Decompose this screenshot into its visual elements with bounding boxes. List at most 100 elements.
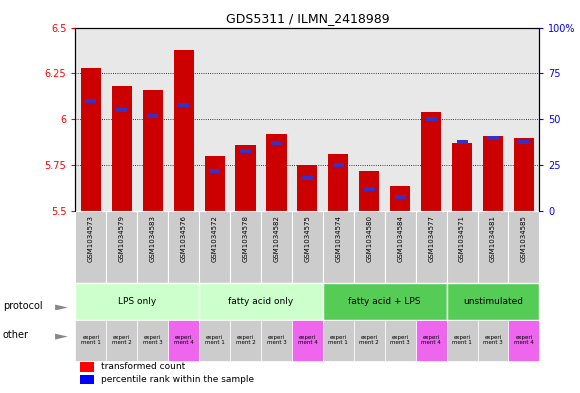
Text: GSM1034575: GSM1034575 [304,215,310,262]
Text: GSM1034571: GSM1034571 [459,215,465,262]
Bar [199,320,230,361]
Bar [80,375,94,384]
Text: experi
ment 3: experi ment 3 [143,335,162,345]
Text: experi
ment 4: experi ment 4 [514,335,534,345]
Bar [199,283,323,320]
Text: GSM1034584: GSM1034584 [397,215,403,262]
Bar [452,143,472,211]
Text: experi
ment 2: experi ment 2 [360,335,379,345]
Bar [137,320,168,361]
Text: other: other [3,330,29,340]
Bar [75,283,199,320]
Text: GSM1034573: GSM1034573 [88,215,94,262]
Polygon shape [55,305,68,310]
Bar [292,211,323,283]
Bar [519,140,530,143]
Bar [173,50,194,211]
Text: fatty acid + LPS: fatty acid + LPS [349,297,421,306]
Bar [209,169,220,173]
Bar [75,320,106,361]
Text: percentile rank within the sample: percentile rank within the sample [101,375,254,384]
Text: GSM1034579: GSM1034579 [119,215,125,262]
Bar [483,136,503,211]
Bar [292,320,323,361]
Bar [364,187,375,191]
Bar [509,320,539,361]
Text: experi
ment 3: experi ment 3 [267,335,287,345]
Text: experi
ment 2: experi ment 2 [112,335,132,345]
Bar [230,320,261,361]
Text: transformed count: transformed count [101,362,185,371]
Bar [416,211,447,283]
Polygon shape [55,334,68,340]
Bar [323,211,354,283]
Text: GSM1034574: GSM1034574 [335,215,342,262]
Text: GSM1034581: GSM1034581 [490,215,496,262]
Bar [240,149,251,153]
Text: protocol: protocol [3,301,42,311]
Text: GSM1034577: GSM1034577 [428,215,434,262]
Text: experi
ment 4: experi ment 4 [174,335,194,345]
Text: GSM1034583: GSM1034583 [150,215,156,262]
Text: unstimulated: unstimulated [463,297,523,306]
Bar [266,134,287,211]
Bar [354,320,385,361]
Bar [426,118,437,121]
Text: experi
ment 3: experi ment 3 [483,335,503,345]
Text: experi
ment 4: experi ment 4 [421,335,441,345]
Text: GSM1034576: GSM1034576 [180,215,187,262]
Bar [385,211,416,283]
Bar [261,320,292,361]
Text: GSM1034585: GSM1034585 [521,215,527,262]
Text: experi
ment 2: experi ment 2 [235,335,255,345]
Text: fatty acid only: fatty acid only [229,297,293,306]
Bar [199,211,230,283]
Bar [106,320,137,361]
Text: experi
ment 1: experi ment 1 [205,335,224,345]
Bar [447,320,477,361]
Text: experi
ment 1: experi ment 1 [452,335,472,345]
Bar [116,108,128,112]
Text: experi
ment 3: experi ment 3 [390,335,410,345]
Bar [235,145,256,211]
Text: GSM1034580: GSM1034580 [366,215,372,262]
Bar [85,99,96,103]
Text: GSM1034578: GSM1034578 [242,215,249,262]
Bar [168,320,199,361]
Bar [487,136,499,140]
Text: experi
ment 1: experi ment 1 [328,335,348,345]
Bar [205,156,224,211]
Bar [323,320,354,361]
Bar [112,86,132,211]
Bar [143,90,163,211]
Title: GDS5311 / ILMN_2418989: GDS5311 / ILMN_2418989 [226,12,389,25]
Bar [447,283,539,320]
Bar [80,362,94,372]
Text: LPS only: LPS only [118,297,157,306]
Bar [390,185,410,211]
Bar [81,68,101,211]
Text: experi
ment 4: experi ment 4 [298,335,317,345]
Bar [271,141,282,145]
Bar [168,211,199,283]
Bar [230,211,261,283]
Bar [447,211,477,283]
Bar [514,138,534,211]
Bar [323,283,447,320]
Bar [75,211,106,283]
Text: experi
ment 1: experi ment 1 [81,335,101,345]
Bar [477,320,509,361]
Bar [416,320,447,361]
Bar [359,171,379,211]
Bar [509,211,539,283]
Bar [147,114,158,118]
Bar [421,112,441,211]
Bar [328,154,349,211]
Bar [302,176,313,180]
Text: GSM1034582: GSM1034582 [273,215,280,262]
Bar [385,320,416,361]
Bar [261,211,292,283]
Bar [394,195,406,199]
Bar [354,211,385,283]
Bar [333,163,344,167]
